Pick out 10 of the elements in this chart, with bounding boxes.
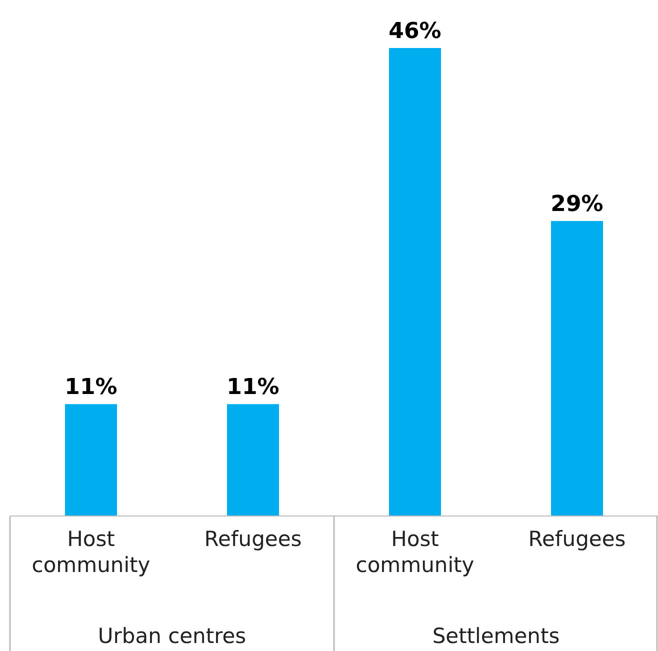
x-tick-label: Refugees xyxy=(204,527,302,551)
data-label: 11% xyxy=(226,375,280,400)
data-label: 11% xyxy=(64,375,118,400)
text: Urban centres xyxy=(98,624,246,648)
x-tick-label: Refugees xyxy=(528,527,626,551)
text: Settlements xyxy=(432,624,560,648)
x-tick-label: Host community xyxy=(32,527,150,577)
data-label: 46% xyxy=(388,19,442,44)
x-tick-label: Host community xyxy=(356,527,474,577)
data-label: 29% xyxy=(550,192,604,217)
